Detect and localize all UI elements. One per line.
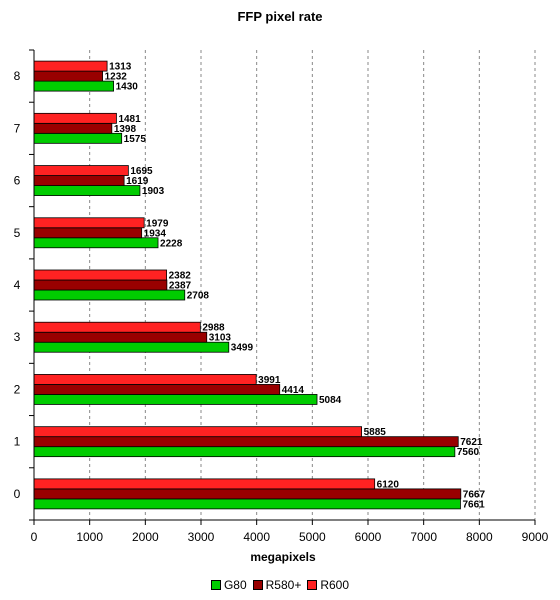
x-tick-label-7: 7000 xyxy=(410,530,437,544)
bar-R600-4 xyxy=(33,269,167,281)
bar-R580+-7 xyxy=(33,122,113,134)
x-tick-label-2: 2000 xyxy=(132,530,159,544)
data-label-G80-3: 3499 xyxy=(231,343,254,354)
data-label-R600-0: 6120 xyxy=(377,479,400,490)
data-label-R600-5: 1979 xyxy=(146,218,169,229)
data-label-R580+-3: 3103 xyxy=(209,333,232,344)
x-tick-label-4: 4000 xyxy=(243,530,270,544)
grid-lines xyxy=(89,50,536,520)
legend-label-R580+: R580+ xyxy=(265,578,302,592)
legend-label-G80: G80 xyxy=(223,578,247,592)
x-tick-label-3: 3000 xyxy=(188,530,215,544)
bar-R580+-8 xyxy=(33,70,103,82)
data-label-R580+-8: 1232 xyxy=(105,72,128,83)
x-tick-label-6: 6000 xyxy=(355,530,382,544)
data-label-G80-4: 2708 xyxy=(187,291,210,302)
x-tick-label-0: 0 xyxy=(31,530,38,544)
data-label-R600-7: 1481 xyxy=(118,114,141,125)
data-label-R580+-5: 1934 xyxy=(144,228,167,239)
bar-R600-6 xyxy=(33,165,129,176)
bar-R600-2 xyxy=(33,374,257,385)
bar-R600-1 xyxy=(33,426,362,438)
y-tick-label-4: 4 xyxy=(14,278,21,292)
bar-G80-1 xyxy=(33,446,456,458)
bar-G80-0 xyxy=(33,498,461,510)
legend-swatch-G80 xyxy=(210,580,221,590)
data-label-R580+-7: 1398 xyxy=(114,124,137,135)
bar-R600-3 xyxy=(33,321,201,333)
data-label-R600-8: 1313 xyxy=(109,62,132,73)
bar-R580+-4 xyxy=(33,279,168,291)
data-label-R600-4: 2382 xyxy=(169,271,192,282)
y-tick-label-8: 8 xyxy=(14,69,21,83)
legend-swatch-R600 xyxy=(307,580,318,590)
data-label-R580+-1: 7621 xyxy=(460,437,483,448)
y-tick-label-2: 2 xyxy=(14,382,21,396)
data-label-R580+-4: 2387 xyxy=(169,281,192,292)
bar-R600-0 xyxy=(33,478,376,490)
bar-R580+-6 xyxy=(33,175,125,186)
data-label-G80-2: 5084 xyxy=(319,395,342,406)
axes: 0 1000 2000 3000 4000 5000 6000 7000 8000 9000012… xyxy=(14,49,549,544)
chart-title: FFP pixel rate xyxy=(237,9,322,24)
data-label-G80-5: 2228 xyxy=(160,238,183,249)
data-label-R600-3: 2988 xyxy=(202,323,225,334)
y-tick-label-7: 7 xyxy=(14,121,21,135)
x-tick-label-1: 1000 xyxy=(76,530,103,544)
data-label-R580+-2: 4414 xyxy=(282,385,305,396)
bar-G80-7 xyxy=(33,132,123,144)
x-axis-title: megapixels xyxy=(250,550,316,564)
data-label-G80-7: 1575 xyxy=(124,134,147,145)
bar-R600-7 xyxy=(33,112,117,124)
y-tick-label-0: 0 xyxy=(14,487,21,501)
bar-G80-8 xyxy=(33,80,115,92)
bar-G80-3 xyxy=(33,341,230,353)
bar-G80-5 xyxy=(33,237,159,249)
legend-item-G80: G80 xyxy=(210,578,247,592)
bar-R600-5 xyxy=(33,217,145,229)
x-tick-label-9: 9000 xyxy=(522,530,549,544)
data-label-R600-2: 3991 xyxy=(258,375,281,386)
y-tick-label-1: 1 xyxy=(14,435,21,449)
data-label-R600-1: 5885 xyxy=(364,427,387,438)
bar-R580+-5 xyxy=(33,227,143,239)
y-tick-label-3: 3 xyxy=(14,330,21,344)
data-label-G80-1: 7560 xyxy=(457,447,480,458)
bar-G80-2 xyxy=(33,394,318,405)
data-label-R580+-6: 1619 xyxy=(126,176,149,187)
data-label-R600-6: 1695 xyxy=(130,166,153,177)
bar-R580+-3 xyxy=(33,331,208,343)
legend-item-R580+: R580+ xyxy=(252,578,302,592)
legend-item-R600: R600 xyxy=(307,578,349,592)
data-label-G80-0: 7661 xyxy=(462,499,485,510)
legend: G80 R580+ R600 xyxy=(0,578,560,592)
legend-swatch-R580+ xyxy=(252,580,263,590)
x-tick-label-8: 8000 xyxy=(466,530,493,544)
legend-label-R600: R600 xyxy=(320,578,350,592)
x-tick-label-5: 5000 xyxy=(299,530,326,544)
bar-R580+-2 xyxy=(33,384,281,395)
data-label-G80-8: 1430 xyxy=(116,82,139,93)
y-tick-label-5: 5 xyxy=(14,226,21,240)
y-tick-label-6: 6 xyxy=(14,174,21,188)
bar-R600-8 xyxy=(33,60,108,72)
bar-G80-4 xyxy=(33,289,186,301)
data-label-R580+-0: 7667 xyxy=(463,489,486,500)
bar-G80-6 xyxy=(33,185,141,196)
data-label-G80-6: 1903 xyxy=(142,186,165,197)
bar-R580+-1 xyxy=(33,436,459,448)
